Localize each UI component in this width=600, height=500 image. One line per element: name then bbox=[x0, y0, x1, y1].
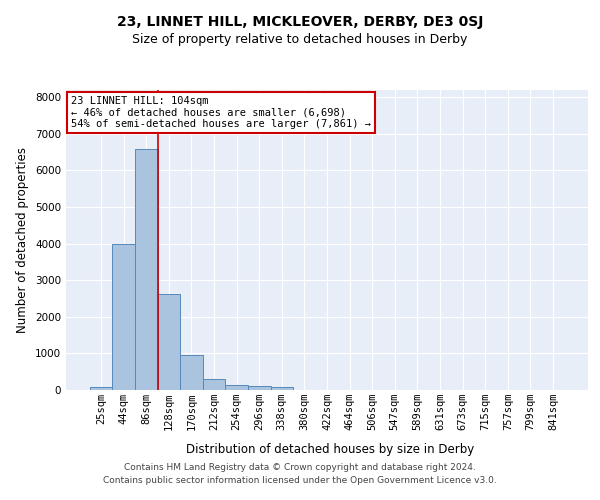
Bar bbox=[135, 150, 158, 390]
Bar bbox=[271, 386, 293, 390]
Text: 23, LINNET HILL, MICKLEOVER, DERBY, DE3 0SJ: 23, LINNET HILL, MICKLEOVER, DERBY, DE3 … bbox=[117, 15, 483, 29]
Bar bbox=[203, 379, 226, 390]
Bar bbox=[158, 294, 180, 390]
Text: Size of property relative to detached houses in Derby: Size of property relative to detached ho… bbox=[133, 32, 467, 46]
Bar bbox=[226, 385, 248, 390]
Y-axis label: Number of detached properties: Number of detached properties bbox=[16, 147, 29, 333]
Text: Contains public sector information licensed under the Open Government Licence v3: Contains public sector information licen… bbox=[103, 476, 497, 485]
Text: Contains HM Land Registry data © Crown copyright and database right 2024.: Contains HM Land Registry data © Crown c… bbox=[124, 464, 476, 472]
Text: 23 LINNET HILL: 104sqm
← 46% of detached houses are smaller (6,698)
54% of semi-: 23 LINNET HILL: 104sqm ← 46% of detached… bbox=[71, 96, 371, 129]
Bar bbox=[180, 355, 203, 390]
Bar bbox=[90, 388, 112, 390]
Text: Distribution of detached houses by size in Derby: Distribution of detached houses by size … bbox=[186, 442, 474, 456]
Bar bbox=[112, 244, 135, 390]
Bar bbox=[248, 386, 271, 390]
